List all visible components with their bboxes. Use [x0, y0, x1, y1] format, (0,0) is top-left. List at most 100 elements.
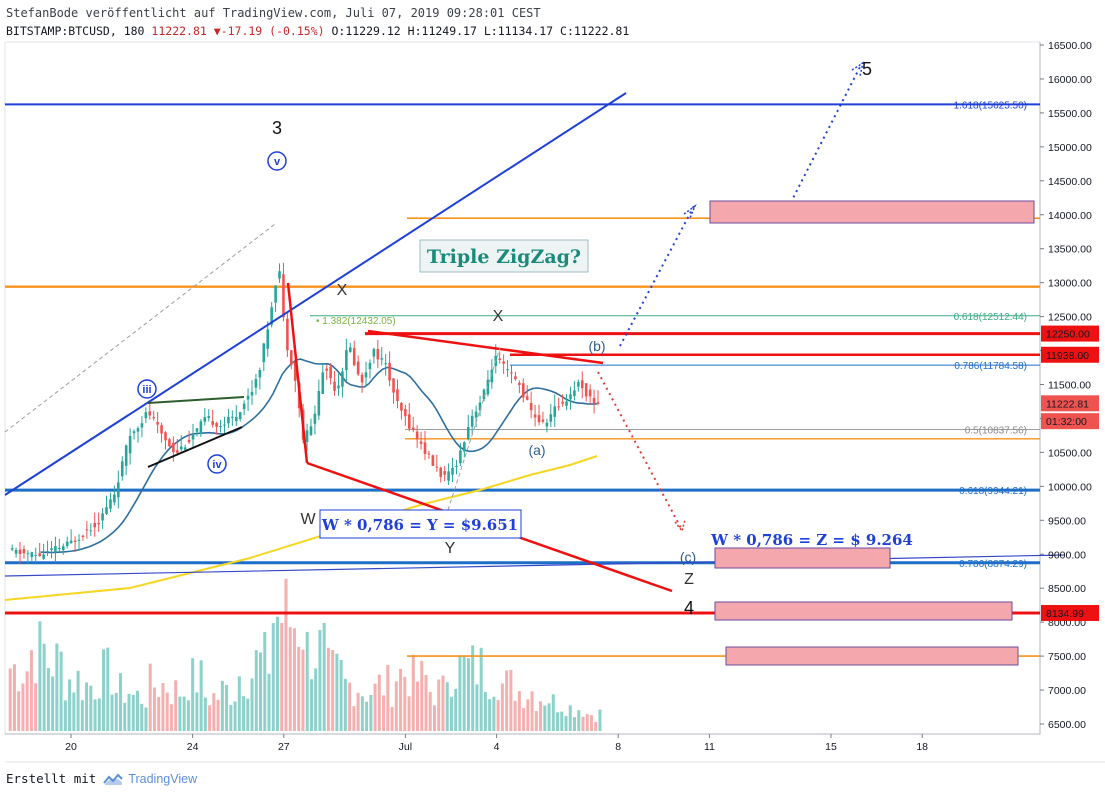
volume-bar [369, 694, 373, 731]
candle-body [191, 435, 195, 440]
low-value: L:11134.17 [483, 24, 554, 38]
volume-bar [483, 691, 487, 731]
price-tag [1041, 604, 1099, 621]
open-value: O:11229.12 [331, 24, 401, 38]
candle-body [490, 369, 494, 383]
candle-body [337, 385, 340, 389]
candle-body [400, 403, 403, 411]
volume-bar [534, 711, 538, 731]
volume-bar [449, 696, 453, 731]
candle-body [447, 471, 450, 481]
volume-bar [314, 668, 318, 731]
volume-bar [97, 698, 101, 731]
candle-body [533, 414, 537, 418]
iii-iv-upper-line [147, 396, 245, 404]
target-zone-14000 [709, 200, 1035, 224]
candle-body [97, 522, 100, 525]
wave-a-label: (a) [528, 442, 545, 458]
candle-body [463, 442, 466, 452]
price-tick-label: 7000.00 [1048, 685, 1086, 697]
volume-bar [309, 679, 313, 731]
volume-bar [284, 578, 288, 731]
symbol-label[interactable]: BITSTAMP:BTCUSD, 180 [6, 24, 145, 38]
volume-bar [505, 670, 509, 731]
volume-bar [250, 678, 254, 731]
wave-iv-label: iv [212, 459, 222, 471]
candle-body [109, 499, 112, 509]
volume-bar [500, 683, 504, 731]
close-value: C:11222.81 [560, 24, 630, 38]
volume-bar [348, 682, 352, 731]
price-tick-label: 15000.00 [1048, 142, 1092, 154]
time-tick-label: 20 [65, 741, 77, 753]
volume-bar [8, 668, 12, 731]
volume-bar [326, 647, 330, 731]
volume-bar [38, 621, 42, 731]
candle-body [345, 350, 348, 371]
candle-body [396, 389, 399, 402]
volume-bar [382, 695, 386, 731]
fib-level-label: 0.786(11784.58) [954, 361, 1027, 372]
candle-body [223, 424, 226, 426]
candle-body [518, 382, 521, 385]
volume-bar [225, 684, 229, 731]
volume-bar [29, 650, 33, 731]
candle-body [18, 549, 22, 555]
price-change: -17.19 (-0.15%) [220, 24, 325, 38]
candle-body [549, 414, 553, 422]
ohlc-legend: BITSTAMP:BTCUSD, 180 11222.81 ▼-17.19 (-… [6, 24, 629, 38]
candle-body [525, 396, 529, 400]
price-tick-label: 6500.00 [1048, 719, 1086, 731]
volume-bar [259, 652, 263, 731]
candle-body [168, 439, 171, 447]
volume-bar [305, 631, 309, 731]
volume-bar [288, 627, 292, 731]
title-box-frame [419, 239, 589, 273]
volume-bar [335, 653, 339, 731]
candle-body [148, 411, 152, 416]
candle-body [313, 413, 317, 424]
moving-averages [4, 358, 598, 601]
volume-bar [352, 706, 356, 731]
wave-x2-label: X [493, 308, 504, 325]
target-zone-9264 [714, 547, 891, 569]
volume-bar [271, 623, 275, 731]
candle-body [128, 436, 132, 454]
candle-body [93, 523, 97, 528]
tradingview-brand[interactable]: TradingView [128, 771, 198, 786]
time-axis: 20 24 27 Jul 4 8 11 15 18 [65, 734, 928, 753]
volume-bar [466, 658, 470, 731]
candle-body [124, 445, 128, 466]
candle-body [592, 397, 596, 403]
volume-bar [55, 643, 59, 731]
candle-body [231, 416, 234, 418]
candle-body [305, 430, 309, 443]
candle-body [282, 274, 285, 318]
price-tick-label: 15500.00 [1048, 108, 1092, 120]
candle-body [65, 541, 69, 547]
candle-body [89, 530, 93, 532]
candle-body [38, 553, 41, 557]
price-tag-label: 11222.81 [1046, 398, 1089, 410]
candle-body [553, 406, 557, 417]
volume-bar [165, 692, 169, 731]
candle-body [30, 552, 34, 558]
volume-bar [432, 705, 436, 731]
volume-bar [471, 645, 475, 731]
volume-bar [394, 681, 398, 731]
volume-bar [110, 694, 114, 731]
candle-body [577, 382, 580, 387]
candle-body [439, 467, 443, 477]
candle-body [376, 348, 380, 360]
volume-bar [318, 630, 322, 731]
candle-body [290, 350, 293, 365]
volume-bar [51, 676, 55, 731]
arrow-head-icon [683, 203, 697, 219]
candle-body [274, 285, 277, 303]
volume-bar [292, 628, 296, 731]
volume-bar [445, 682, 449, 731]
candle-body [529, 403, 533, 411]
volume-bar [560, 711, 564, 731]
candle-body [22, 549, 26, 554]
